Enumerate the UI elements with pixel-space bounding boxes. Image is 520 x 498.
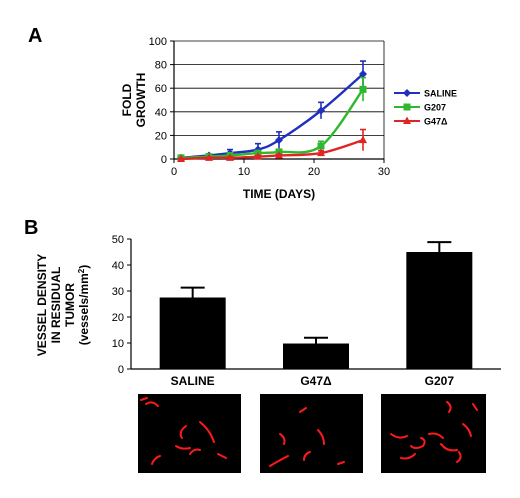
legend-label: SALINE <box>424 89 457 99</box>
data-point-triangle <box>403 116 411 124</box>
y-tick-label: 20 <box>155 130 167 142</box>
micrograph-g207 <box>381 394 486 473</box>
legend: SALINE G207 G47Δ <box>394 89 457 127</box>
x-tick-label: G47Δ <box>300 374 332 388</box>
data-point-diamond <box>359 70 367 79</box>
y-tick-label: 30 <box>112 286 124 298</box>
y-axis-title-line: FOLD <box>120 83 134 116</box>
y-tick-label: 20 <box>112 312 124 324</box>
vessel-stain <box>269 455 289 467</box>
y-tick-label: 50 <box>112 234 124 246</box>
vessel-stain <box>175 445 191 450</box>
data-point-triangle <box>359 135 367 144</box>
line-chart-fold-growth: 0 20 40 60 80 100 0 10 20 30 TIME (DAYS) FOLDGROWTH <box>120 36 390 201</box>
data-point-triangle <box>177 154 185 162</box>
vessel-stain <box>303 451 311 461</box>
y-tick-label: 60 <box>155 83 167 95</box>
vessel-stain <box>299 407 307 413</box>
bar-g207 <box>406 252 473 369</box>
data-point-diamond <box>317 106 325 115</box>
y-tick-label: 100 <box>149 36 167 48</box>
y-axis-title-superscript: 2 <box>77 268 86 273</box>
x-axis-title: TIME (DAYS) <box>243 187 315 201</box>
vessel-stain <box>279 433 286 445</box>
vessel-stain <box>410 437 426 449</box>
x-tick-label: 10 <box>238 166 250 178</box>
x-tick-label: 0 <box>171 166 177 178</box>
data-point-triangle <box>275 150 283 159</box>
vessel-stain <box>189 448 201 455</box>
vessel-stain <box>400 453 416 460</box>
vessel-stain <box>428 432 444 439</box>
vessel-stain <box>440 443 458 452</box>
vessel-stain <box>337 461 345 465</box>
x-tick-label: 30 <box>378 166 390 178</box>
vessel-stain <box>446 401 452 413</box>
legend-label: G207 <box>424 103 446 113</box>
data-point-diamond <box>403 89 411 97</box>
y-axis-title-line: VESSEL DENSITY <box>35 254 49 356</box>
data-point-triangle <box>205 153 213 161</box>
x-tick-label: SALINE <box>171 374 215 388</box>
vessel-stain <box>140 397 148 401</box>
micrograph-background <box>260 394 363 473</box>
data-point-triangle <box>226 153 234 161</box>
micrograph-saline <box>138 394 241 473</box>
series-line <box>180 73 364 160</box>
y-axis-title-unit: (vessels/mm <box>77 273 91 345</box>
vessel-stain <box>217 453 227 459</box>
y-tick-label: 10 <box>112 338 124 350</box>
vessel-stain <box>151 455 161 465</box>
y-tick-label: 80 <box>155 60 167 72</box>
panel-label-b: B <box>24 217 38 239</box>
bar-g47δ <box>283 343 349 369</box>
vessel-stain <box>462 423 472 437</box>
y-axis-title: VESSEL DENSITYIN RESIDUALTUMOR(vessels/m… <box>35 254 91 356</box>
data-point-triangle <box>317 148 325 157</box>
y-axis-title-close: ) <box>77 265 91 269</box>
vessel-stain <box>456 451 462 463</box>
y-tick-label: 0 <box>118 364 124 376</box>
panel-label-a: A <box>28 25 42 47</box>
y-axis-title-line: TUMOR <box>63 283 77 327</box>
data-point-triangle <box>254 152 262 160</box>
y-axis-title-line: GROWTH <box>134 73 148 128</box>
bar-chart-vessel-density: 0 10 20 30 40 50 SALINE G47Δ G207 VESSEL DENSITYI… <box>35 234 501 388</box>
data-point-square <box>359 85 367 93</box>
x-tick-label: 20 <box>308 166 320 178</box>
vessel-stain <box>199 421 215 443</box>
y-axis-title: FOLDGROWTH <box>120 73 148 128</box>
y-tick-label: 40 <box>112 260 124 272</box>
legend-label: G47Δ <box>424 117 448 127</box>
y-tick-label: 0 <box>161 154 167 166</box>
vessel-stain <box>472 403 478 411</box>
data-point-square <box>317 142 325 150</box>
y-axis-title-line: IN RESIDUAL <box>49 267 63 344</box>
bar-saline <box>159 297 226 369</box>
vessel-stain <box>179 425 187 439</box>
series-g47δ <box>177 128 367 162</box>
vessel-stain <box>145 401 159 407</box>
micrograph-g47δ <box>260 394 363 473</box>
micrograph-row <box>138 394 486 473</box>
data-point-diamond <box>275 136 283 145</box>
x-tick-label: G207 <box>425 374 455 388</box>
vessel-stain <box>390 433 408 439</box>
data-point-square <box>403 103 411 111</box>
vessel-stain <box>317 429 325 445</box>
y-tick-label: 40 <box>155 107 167 119</box>
